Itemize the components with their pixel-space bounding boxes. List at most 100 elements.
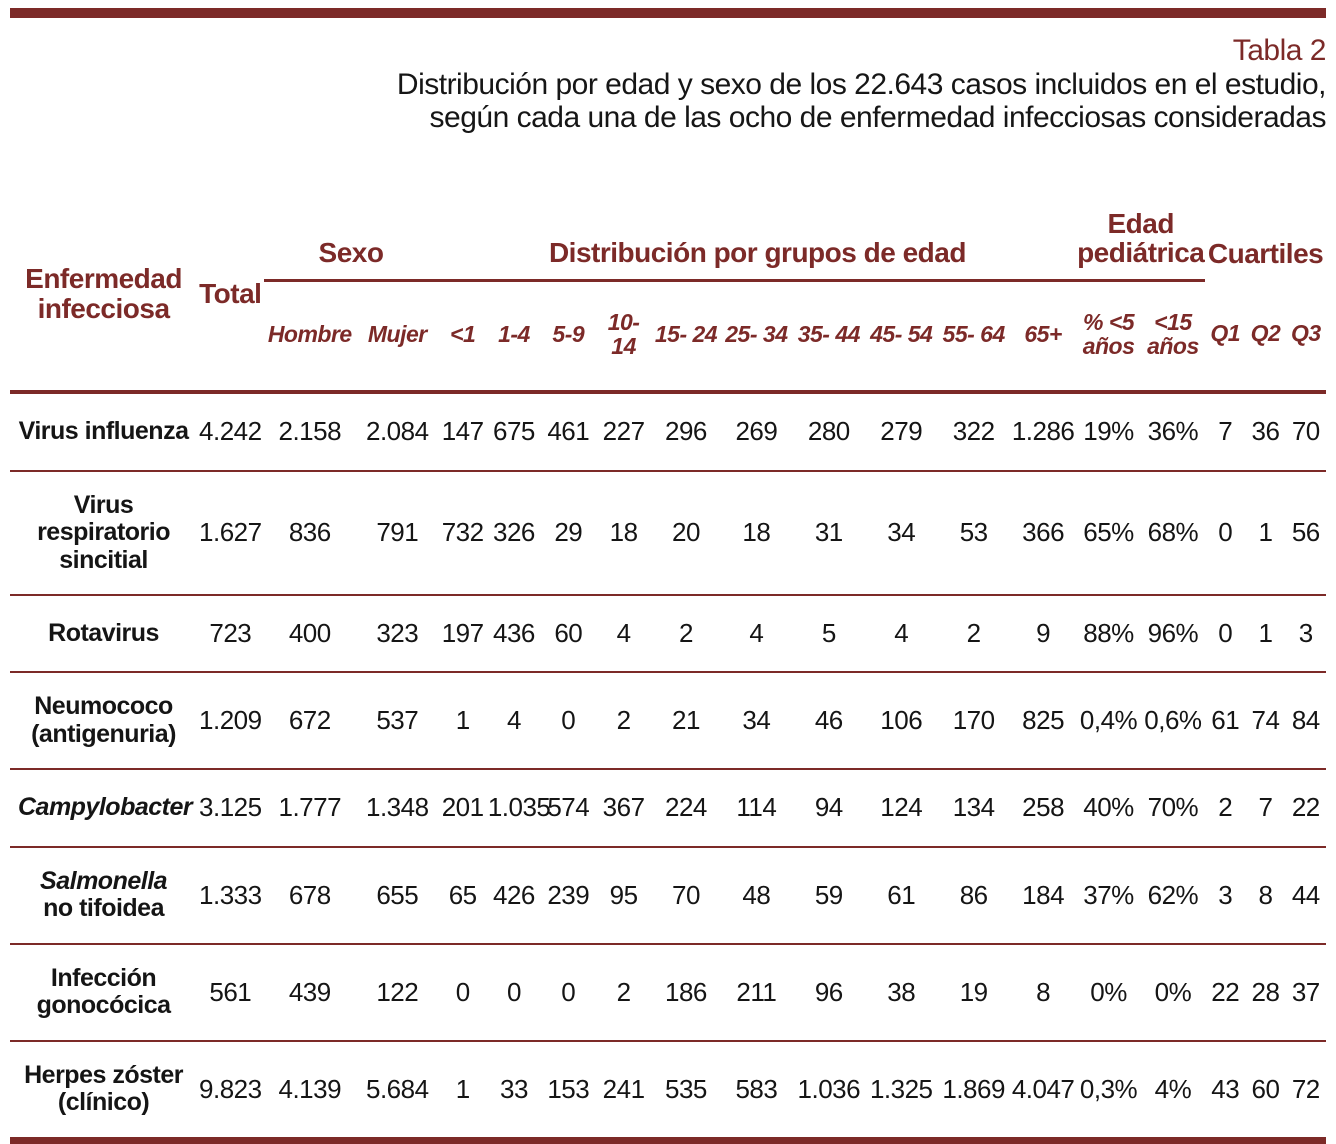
data-cell: 4 — [749, 618, 764, 649]
data-cell: 84 — [1291, 705, 1320, 736]
data-cell: 197 — [441, 618, 484, 649]
data-cell: 72 — [1291, 1073, 1320, 1104]
data-cell: 2 — [616, 976, 631, 1007]
data-cell: 74 — [1251, 705, 1280, 736]
data-cell: 4.139 — [278, 1073, 342, 1104]
data-cell: 19 — [959, 976, 988, 1007]
data-cell: 20 — [672, 517, 700, 548]
table-row: Infección gonocócica 561 439 122 0 0 0 2 186 211 9… — [10, 944, 1326, 1041]
data-cell: 732 — [441, 517, 484, 548]
data-cell: 4 — [894, 618, 909, 649]
data-cell: 836 — [288, 517, 331, 548]
data-cell: 279 — [880, 416, 923, 447]
data-cell: 2.158 — [278, 416, 342, 447]
data-cell: 153 — [547, 1073, 590, 1104]
data-cell: 1.777 — [278, 792, 342, 823]
data-cell: 227 — [602, 416, 645, 447]
row-label: Rotavirus — [10, 595, 197, 672]
column-header: 65+ — [1009, 280, 1077, 395]
data-cell: 0 — [455, 976, 470, 1007]
data-cell: 95 — [609, 879, 638, 910]
group-header-pediatric-age: Edad pediátrica — [1076, 196, 1206, 283]
table-row: Virus influenza 4.242 2.158 2.084 147 675 461 2… — [10, 392, 1326, 471]
column-header: 55- 64 — [937, 280, 1010, 395]
data-cell: 184 — [1022, 879, 1065, 910]
data-cell: 44 — [1291, 879, 1320, 910]
data-cell: 96 — [814, 976, 843, 1007]
data-cell: 8 — [1036, 976, 1051, 1007]
data-cell: 186 — [665, 976, 707, 1007]
data-cell: 791 — [376, 517, 419, 548]
sub-header-row: Hombre Mujer <1 1-4 5-9 10- 14 15- 24 25- 34 35-… — [10, 280, 1326, 395]
data-cell: 258 — [1022, 792, 1065, 823]
table-number-tag: Tabla 2 — [1232, 34, 1327, 67]
data-cell: 22 — [1211, 976, 1240, 1007]
data-cell: 134 — [952, 792, 995, 823]
data-table: Enfermedad infecciosa Total Sexo Distrib… — [10, 196, 1326, 1144]
data-cell: 28 — [1251, 976, 1280, 1007]
page: Tabla 2 Distribución por edad y sexo de … — [10, 0, 1327, 1144]
data-cell: 7 — [1218, 416, 1233, 447]
row-label-text: Herpes zóster (clínico) — [24, 1060, 183, 1117]
data-cell: 0 — [1218, 618, 1233, 649]
row-label-text: Infección gonocócica — [36, 963, 171, 1020]
data-cell: 1.036 — [797, 1073, 861, 1104]
column-header: 10- 14 — [595, 280, 652, 395]
table-row: Rotavirus 723 400 323 197 436 60 4 2 4 5 4 2 9 88% 96% 0… — [10, 595, 1326, 673]
row-label: Herpes zóster (clínico) — [10, 1041, 197, 1141]
data-cell: 36 — [1251, 416, 1280, 447]
table-row: Virus respiratorio sincitial 1.627 836 791 7… — [10, 471, 1326, 596]
row-label-text: Virus influenza — [18, 417, 189, 446]
data-cell: 535 — [665, 1073, 707, 1104]
data-cell: 18 — [609, 517, 638, 548]
data-cell: 323 — [376, 618, 419, 649]
column-header: 25- 34 — [720, 280, 793, 395]
data-cell: 9 — [1036, 618, 1051, 649]
row-label: Virus respiratorio sincitial — [10, 471, 197, 596]
data-cell: 18 — [742, 517, 771, 548]
data-cell: 2 — [966, 618, 981, 649]
data-cell: 3 — [1218, 879, 1233, 910]
data-cell: 296 — [665, 416, 707, 447]
data-cell: 1 — [1258, 618, 1273, 649]
data-cell: 0,3% — [1079, 1073, 1138, 1104]
data-cell: 59 — [814, 879, 843, 910]
table-caption: Tabla 2 Distribución por edad y sexo de … — [10, 34, 1327, 135]
data-cell: 29 — [554, 517, 583, 548]
data-cell: 61 — [887, 879, 916, 910]
data-cell: 65% — [1083, 517, 1134, 548]
group-header-age-distribution: Distribución por grupos de edad — [438, 196, 1077, 283]
row-label-text: Virus respiratorio sincitial — [37, 490, 171, 574]
row-label-text: Rotavirus — [48, 618, 159, 647]
data-cell: 2.084 — [366, 416, 429, 447]
data-cell: 224 — [665, 792, 707, 823]
data-cell: 48 — [742, 879, 771, 910]
data-cell: 366 — [1022, 517, 1065, 548]
data-cell: 269 — [735, 416, 778, 447]
column-header: Q1 — [1205, 280, 1246, 395]
data-cell: 1.286 — [1011, 416, 1075, 447]
data-cell: 239 — [547, 879, 590, 910]
data-cell: 70 — [672, 879, 700, 910]
column-header-disease: Enfermedad infecciosa — [10, 196, 198, 395]
data-cell: 322 — [952, 416, 995, 447]
column-header: <15 años — [1140, 280, 1206, 395]
data-cell: 40% — [1083, 792, 1134, 823]
data-cell: 1.035 — [487, 792, 551, 823]
column-header: Hombre — [263, 280, 357, 395]
data-cell: 88% — [1083, 618, 1134, 649]
data-cell: 38 — [887, 976, 916, 1007]
data-cell: 1.325 — [869, 1073, 933, 1104]
data-cell: 0,6% — [1144, 705, 1202, 736]
data-cell: 36% — [1147, 416, 1199, 447]
row-label: Infección gonocócica — [10, 944, 197, 1041]
data-cell: 9.823 — [199, 1073, 262, 1104]
data-cell: 280 — [807, 416, 850, 447]
data-cell: 124 — [880, 792, 923, 823]
data-cell: 170 — [952, 705, 995, 736]
group-header-row: Enfermedad infecciosa Total Sexo Distrib… — [10, 196, 1326, 395]
data-cell: 4.242 — [199, 416, 262, 447]
data-cell: 31 — [814, 517, 843, 548]
row-label-text: Neumococo (antigenuria) — [31, 692, 176, 748]
column-header: Q2 — [1245, 280, 1286, 395]
